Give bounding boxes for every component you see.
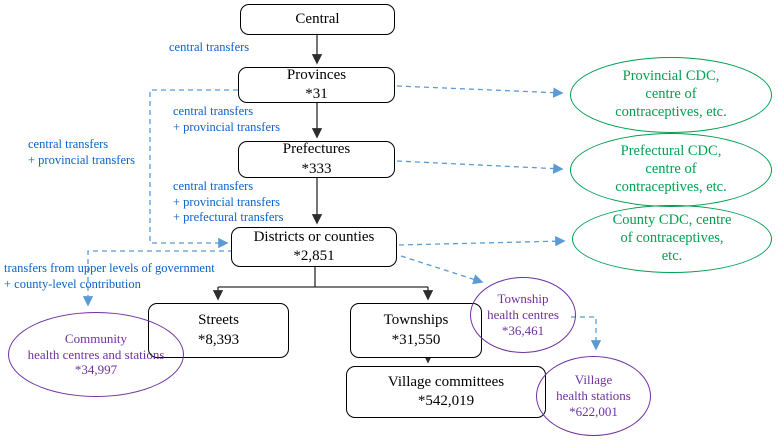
node-central-title: Central xyxy=(295,10,340,27)
node-districts-or-counties: Districts or counties *2,851 xyxy=(231,227,397,267)
ellipse-provincial-cdc-label: Provincial CDC, centre of contraceptives… xyxy=(615,68,727,120)
node-prefectures-count: *333 xyxy=(301,160,332,177)
connector-districts-split xyxy=(218,267,428,288)
node-prefectures: Prefectures *333 xyxy=(238,141,395,178)
ellipse-township-health-centres-label: Township health centres *36,461 xyxy=(487,291,559,338)
node-streets-count: *8,393 xyxy=(197,331,240,348)
node-townships: Townships *31,550 xyxy=(350,303,482,358)
node-townships-count: *31,550 xyxy=(391,331,441,348)
node-prefectures-title: Prefectures xyxy=(282,141,351,158)
ellipse-prefectural-cdc-label: Prefectural CDC, centre of contraceptive… xyxy=(615,143,727,195)
flow-label-central-transfers: central transfers xyxy=(169,40,250,54)
node-provinces: Provinces *31 xyxy=(238,67,395,103)
dashed-arrow-provinces-districts-bypass xyxy=(149,89,238,249)
ellipse-township-health-centres: Township health centres *36,461 xyxy=(470,277,576,353)
node-districts-count: *2,851 xyxy=(293,248,335,264)
dashed-arrow-districts-township-centres xyxy=(400,255,484,285)
dashed-arrow-township-centres-village-stations xyxy=(571,316,602,351)
flow-label-central-provincial-prefectural-transfers: central transfers + provincial transfers… xyxy=(173,179,284,224)
ellipse-village-health-stations: Village health stations *622,001 xyxy=(536,356,651,436)
dashed-arrow-districts-county-cdc xyxy=(398,236,566,247)
ellipse-community-health-centres-label: Community health centres and stations *3… xyxy=(27,330,165,378)
flow-label-central-provincial-transfers: central transfers + provincial transfers xyxy=(173,104,281,134)
flow-label-bypass-transfers: central transfers + provincial transfers xyxy=(28,137,136,167)
ellipse-county-cdc-label: County CDC, centre of contraceptives, et… xyxy=(612,212,732,264)
ellipse-village-health-stations-label: Village health stations *622,001 xyxy=(556,372,631,419)
node-streets-title: Streets xyxy=(198,312,239,329)
node-districts-title: Districts or counties xyxy=(253,228,375,245)
node-townships-title: Townships xyxy=(383,312,449,329)
ellipse-prefectural-cdc: Prefectural CDC, centre of contraceptive… xyxy=(570,133,772,207)
dashed-arrow-provinces-provincial-cdc xyxy=(396,85,564,98)
node-village-committees: Village committees *542,019 xyxy=(346,366,546,418)
node-central: Central xyxy=(240,4,395,35)
dashed-arrow-districts-community-centres xyxy=(82,250,233,307)
node-village-committees-count: *542,019 xyxy=(417,393,475,409)
dashed-arrow-prefectures-prefectural-cdc xyxy=(396,160,564,174)
ellipse-county-cdc: County CDC, centre of contraceptives, et… xyxy=(572,205,772,273)
node-provinces-title: Provinces xyxy=(286,66,347,83)
ellipse-community-health-centres: Community health centres and stations *3… xyxy=(8,312,184,397)
ellipse-provincial-cdc: Provincial CDC, centre of contraceptives… xyxy=(570,57,772,133)
flow-label-upper-levels-transfers: transfers from upper levels of governmen… xyxy=(4,261,215,291)
node-village-committees-title: Village committees xyxy=(387,373,505,390)
node-provinces-count: *31 xyxy=(305,86,328,102)
